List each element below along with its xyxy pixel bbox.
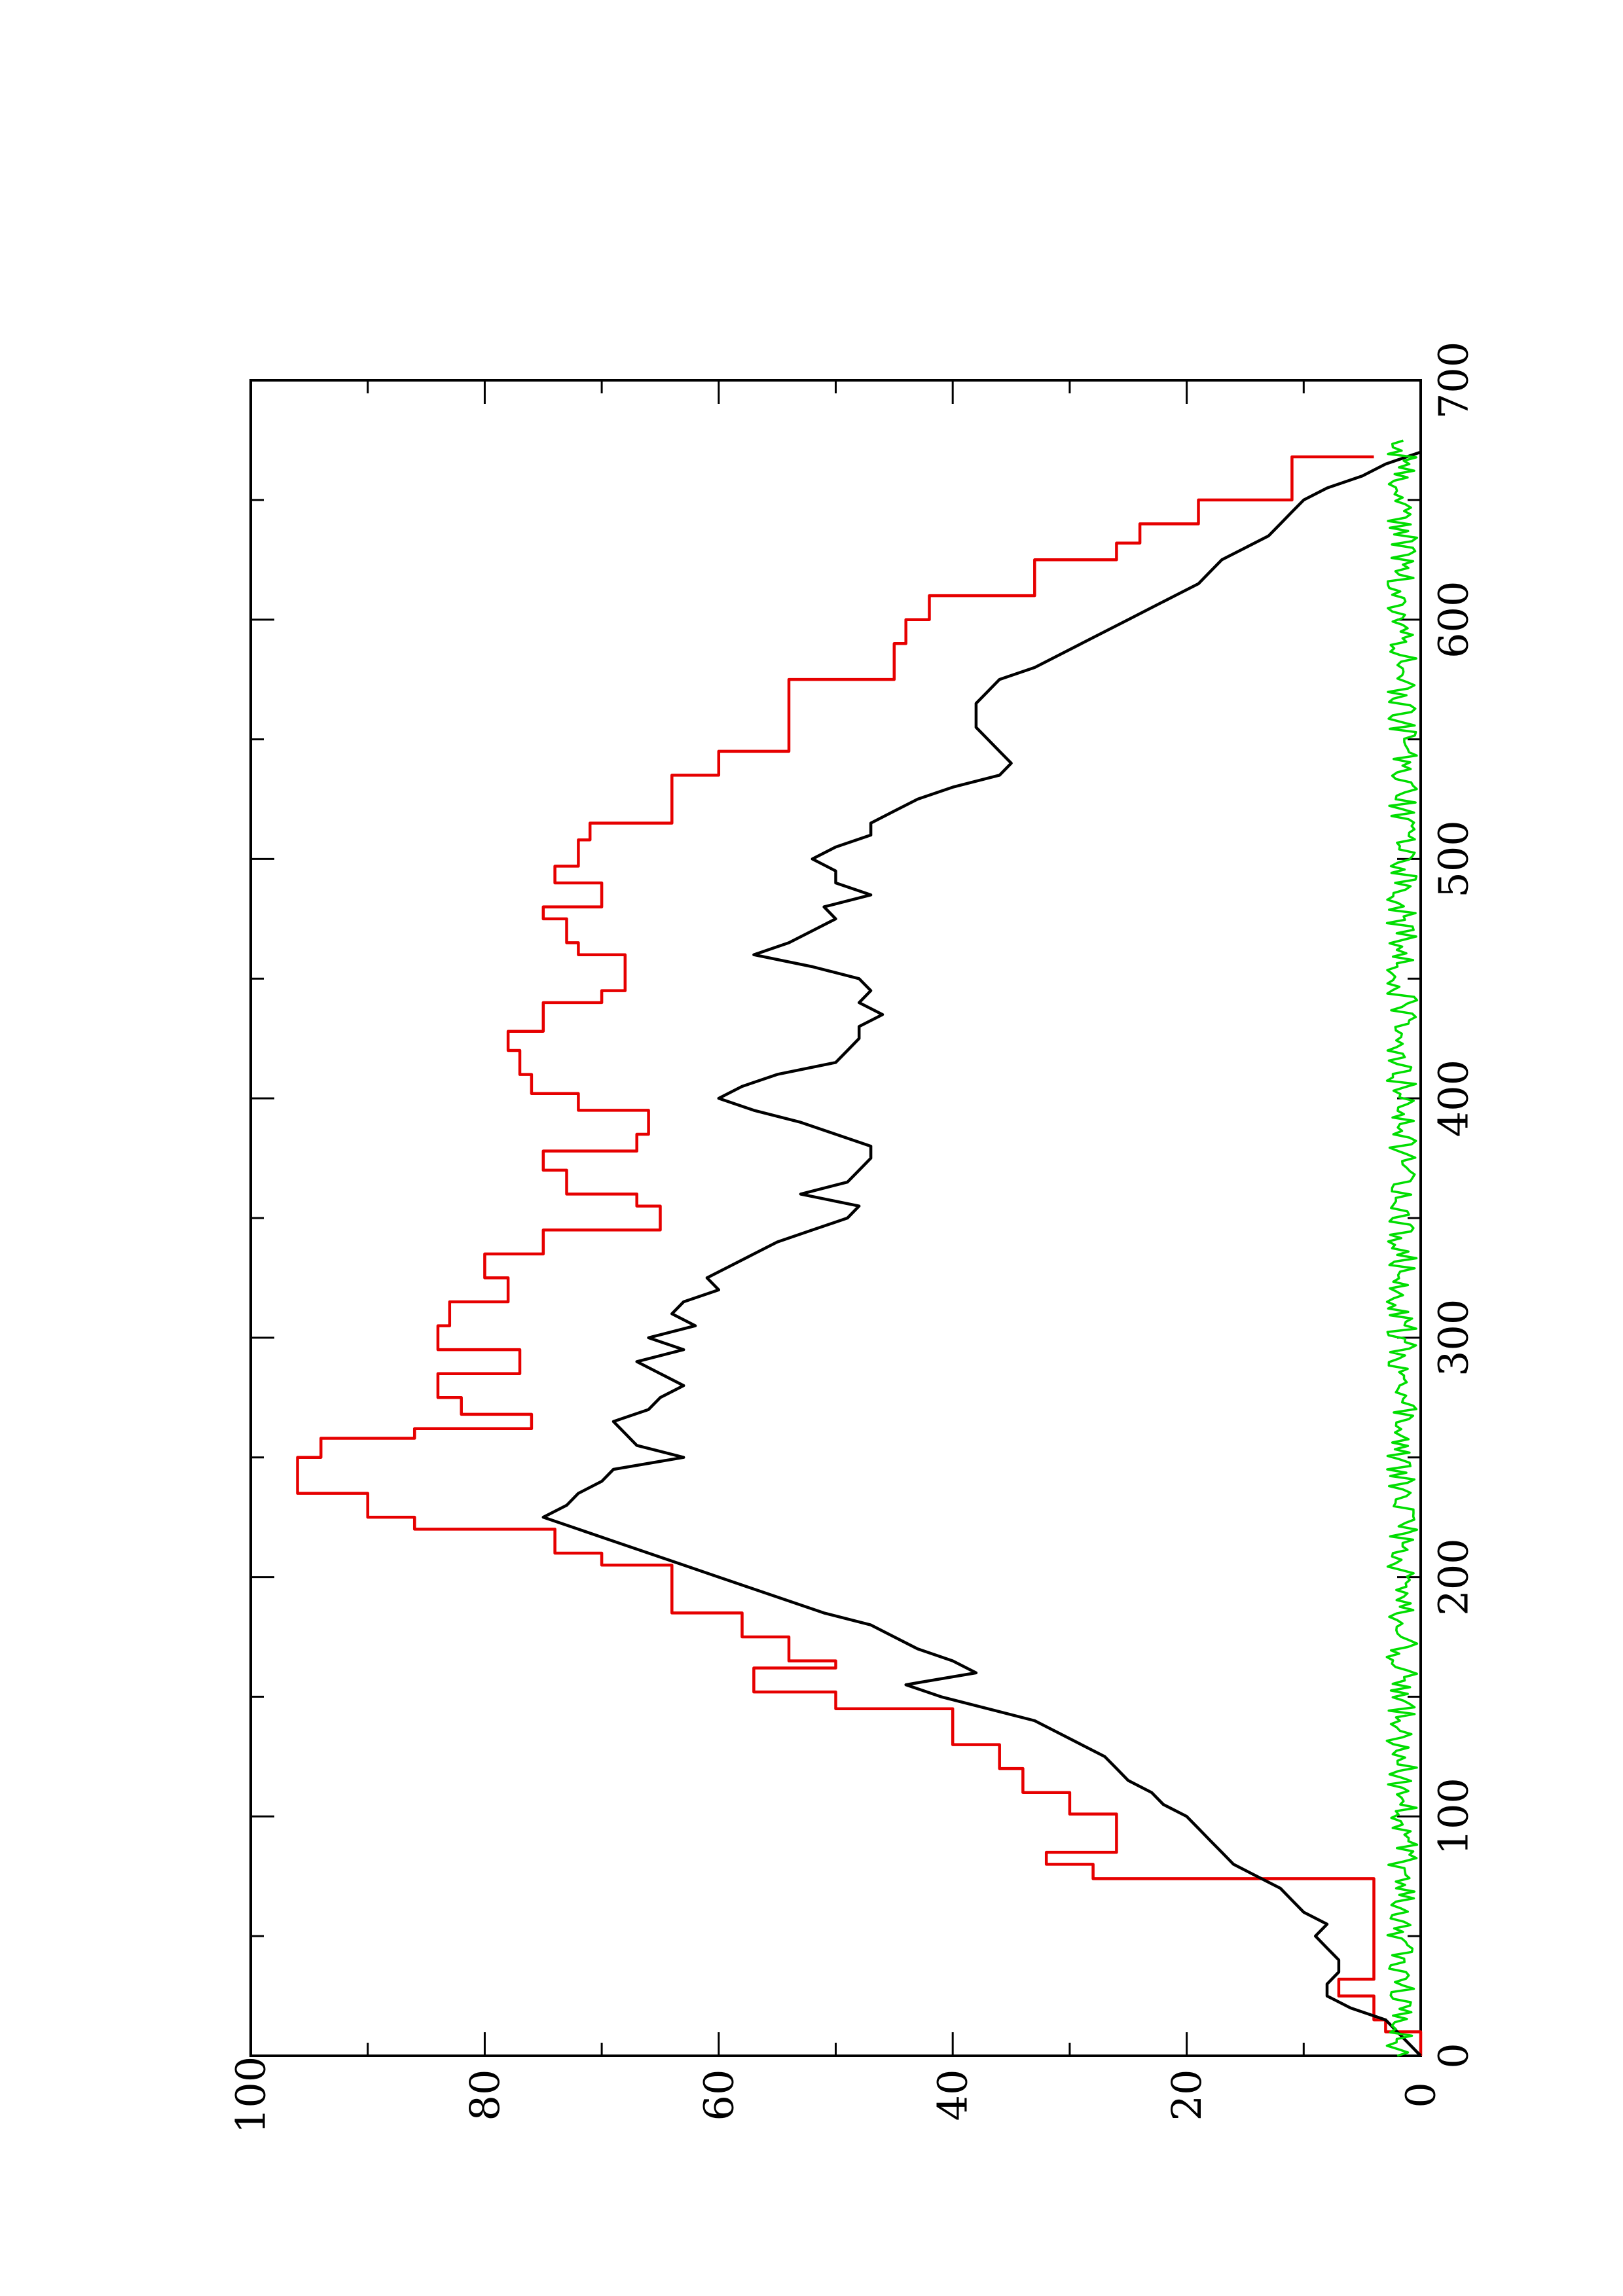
y-tick-label: 0: [1397, 2082, 1445, 2108]
x-tick-label: 600: [1430, 581, 1478, 658]
x-tick-label: 400: [1430, 1060, 1478, 1137]
x-tick-label: 100: [1430, 1778, 1478, 1855]
x-tick-label: 300: [1430, 1299, 1478, 1376]
x-tick-label: 200: [1430, 1538, 1478, 1615]
y-tick-label: 100: [227, 2056, 275, 2134]
y-tick-label: 20: [1163, 2070, 1211, 2121]
series-line-1: [541, 450, 1422, 2057]
series-line-0: [296, 455, 1423, 2056]
plot-area: [249, 379, 1423, 2057]
x-tick-label: 0: [1430, 2043, 1478, 2068]
tick-labels: 0 100 200 300 400 500 600 700 0 20 40 60 80 100: [227, 342, 1478, 2134]
x-tick-label: 500: [1430, 820, 1478, 897]
axis-ticks: [249, 379, 1422, 2057]
series-layer: [296, 439, 1423, 2057]
y-tick-label: 80: [461, 2070, 509, 2121]
series-line-2: [1385, 439, 1419, 2057]
y-tick-label: 40: [929, 2070, 977, 2121]
y-tick-label: 60: [695, 2070, 742, 2121]
x-tick-label: 700: [1430, 342, 1478, 419]
plot-frame: [249, 379, 1422, 2057]
